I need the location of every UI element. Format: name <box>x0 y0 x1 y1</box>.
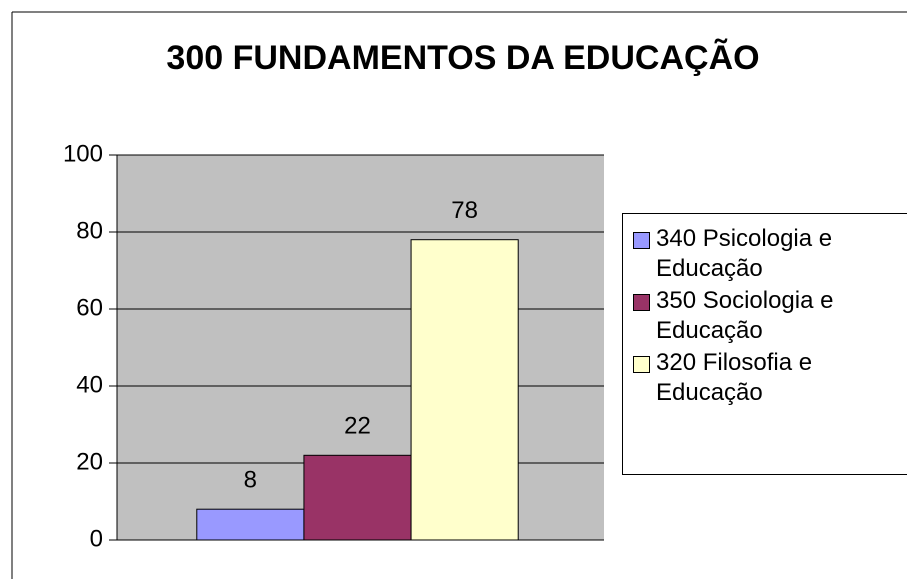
legend-label: 320 Filosofia e Educação <box>656 349 813 406</box>
y-tick-label: 0 <box>90 525 103 552</box>
legend-label: 350 Sociologia e Educação <box>656 287 834 344</box>
data-label: 78 <box>451 197 478 224</box>
legend-entry: 340 Psicologia e Educação <box>633 224 907 284</box>
bar <box>303 454 412 541</box>
legend-entry: 320 Filosofia e Educação <box>633 348 907 408</box>
y-tick-label: 100 <box>63 140 103 167</box>
y-tick-label: 80 <box>76 217 103 244</box>
bar <box>196 508 305 541</box>
data-label: 22 <box>344 413 371 440</box>
y-tick-label: 20 <box>76 448 103 475</box>
legend-swatch <box>633 232 650 249</box>
chart-title: 300 FUNDAMENTOS DA EDUCAÇÃO <box>166 39 759 77</box>
data-label: 8 <box>244 467 257 494</box>
legend-label: 340 Psicologia e Educação <box>656 225 833 282</box>
legend-swatch <box>633 294 650 311</box>
y-tick-label: 60 <box>76 294 103 321</box>
y-tick-label: 40 <box>76 371 103 398</box>
legend: 340 Psicologia e Educação 350 Sociologia … <box>622 213 907 475</box>
legend-entry: 350 Sociologia e Educação <box>633 286 907 346</box>
legend-swatch <box>633 356 650 373</box>
bar <box>410 239 519 541</box>
